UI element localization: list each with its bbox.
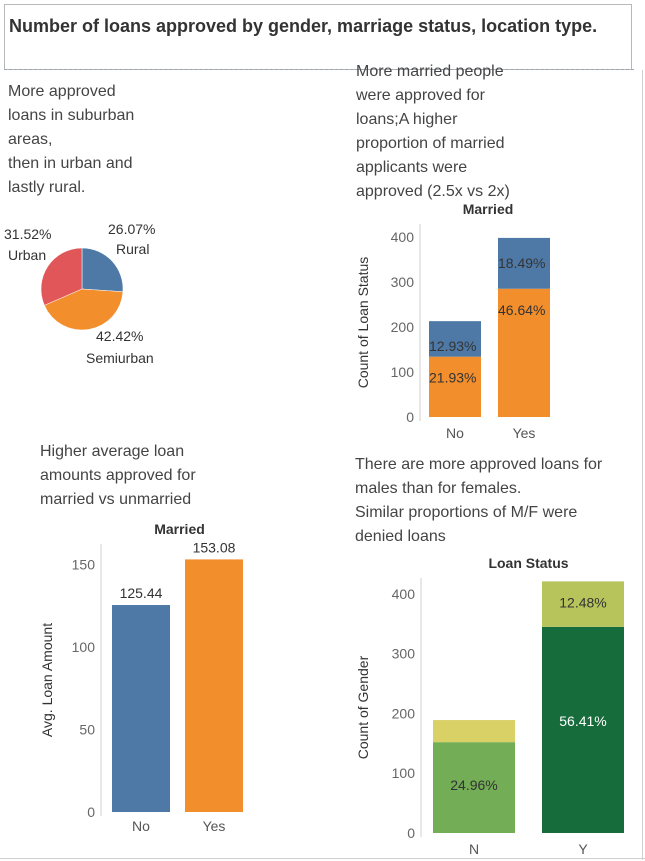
- gender-note: There are more approved loans for males …: [355, 456, 603, 545]
- bar-segment: [498, 288, 550, 417]
- y-tick-label: 50: [79, 722, 95, 738]
- chart-title: Loan Status: [488, 555, 568, 571]
- divider: [4, 69, 634, 70]
- y-axis-label: Count of Loan Status: [355, 257, 371, 389]
- data-label: 12.48%: [559, 594, 606, 610]
- bar-segment: [498, 237, 550, 289]
- data-label: 12.93%: [429, 338, 476, 354]
- bar-segment: [542, 581, 624, 627]
- y-tick-label: 200: [391, 319, 415, 335]
- y-tick-label: 0: [406, 409, 414, 425]
- avg-loan-chart: Married 0 50 100 150 Avg. Loan Amount 125.44 No…: [39, 521, 243, 834]
- y-tick-label: 400: [392, 586, 416, 602]
- bar-segment: [433, 720, 515, 743]
- data-label: 24.96%: [450, 777, 497, 793]
- pie-percent-label: 31.52%: [4, 226, 51, 242]
- y-tick-label: 100: [72, 639, 96, 655]
- location-pie-chart: 26.07% Rural 42.42% Semiurban 31.52% Urban: [4, 221, 155, 366]
- data-label: 21.93%: [429, 370, 476, 386]
- y-tick-label: 400: [391, 229, 415, 245]
- pie-category-label: Urban: [8, 247, 46, 263]
- data-label: 56.41%: [559, 713, 606, 729]
- x-tick-label: Y: [578, 841, 588, 857]
- data-label: 125.44: [120, 585, 163, 601]
- x-tick-label: Yes: [203, 818, 226, 834]
- chart-title: Married: [463, 201, 514, 217]
- location-note: More approved loans in suburban areas, t…: [8, 83, 135, 196]
- pie-percent-label: 26.07%: [108, 221, 155, 237]
- x-tick-label: No: [446, 425, 464, 441]
- data-label: 46.64%: [498, 302, 545, 318]
- married-count-note: More married people were approved for lo…: [356, 63, 510, 200]
- data-label: 18.49%: [498, 255, 545, 271]
- y-tick-label: 300: [392, 646, 416, 662]
- married-status-chart: Married 0 100 200 300 400 Count of Loan Status…: [355, 201, 550, 441]
- bar-segment: [429, 356, 481, 417]
- bar: [112, 605, 170, 812]
- y-axis-label: Avg. Loan Amount: [39, 623, 55, 737]
- pie-percent-label: 42.42%: [96, 328, 143, 344]
- pie-slice-semiurban: [44, 288, 124, 331]
- panel-border-bottom: [0, 858, 645, 859]
- pie-slice-urban: [40, 247, 83, 306]
- y-tick-label: 0: [87, 804, 95, 820]
- chart-title: Married: [154, 521, 205, 537]
- y-tick-label: 100: [391, 364, 415, 380]
- x-tick-label: Yes: [513, 425, 536, 441]
- y-tick-label: 100: [392, 765, 416, 781]
- x-tick-label: No: [132, 818, 150, 834]
- bar-segment: [542, 626, 624, 833]
- panel-border: [642, 70, 643, 860]
- pie-category-label: Rural: [116, 241, 149, 257]
- pie-slice-rural: [81, 247, 124, 293]
- y-tick-label: 0: [407, 825, 415, 841]
- x-tick-label: N: [469, 841, 479, 857]
- bar: [185, 559, 243, 812]
- y-tick-label: 300: [391, 274, 415, 290]
- y-axis-label: Count of Gender: [355, 655, 371, 759]
- bar-segment: [433, 742, 515, 833]
- pie-category-label: Semiurban: [86, 350, 154, 366]
- bar-segment: [429, 321, 481, 357]
- avg-amount-note: Higher average loan amounts approved for…: [40, 443, 196, 508]
- data-label: 153.08: [193, 539, 236, 555]
- y-tick-label: 150: [72, 557, 96, 573]
- y-tick-label: 200: [392, 705, 416, 721]
- gender-status-chart: Loan Status 0 100 200 300 400 Count of Gender 2…: [355, 555, 624, 857]
